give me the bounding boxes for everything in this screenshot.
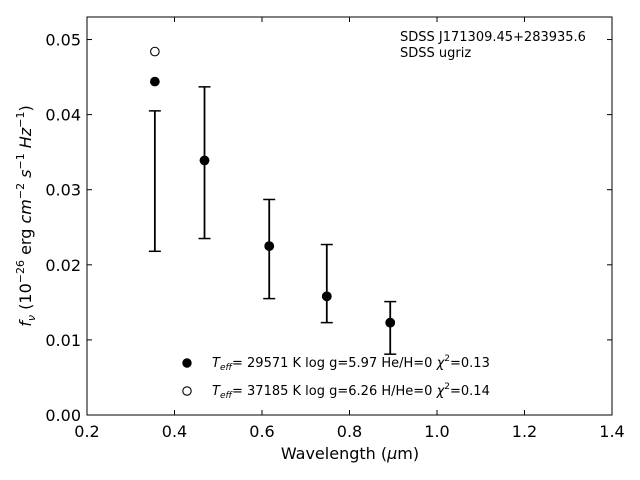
x-axis-label: Wavelength (μm) bbox=[281, 444, 419, 463]
y-label-f: f bbox=[16, 319, 35, 327]
legend-entry-1: Teff= 29571 K log g=5.97 He/H=0 χ2=0.13 bbox=[212, 354, 490, 373]
legend-marker-filled bbox=[182, 358, 192, 368]
legend-1-text: = 29571 K log g=5.97 He/H=0 bbox=[232, 356, 437, 371]
y-label-f-sub: ν bbox=[25, 315, 38, 321]
x-tick-label: 1.4 bbox=[599, 422, 624, 441]
legend-1-chi-val: =0.13 bbox=[450, 356, 490, 371]
legend-2-chi-val: =0.14 bbox=[450, 384, 490, 399]
y-label-hz: Hz bbox=[16, 127, 35, 153]
y-label-exp1: −26 bbox=[14, 260, 27, 283]
y-label-exp2: −2 bbox=[14, 183, 27, 199]
legend-1-teff: T bbox=[212, 356, 221, 371]
y-label-exp4: −1 bbox=[14, 112, 27, 128]
y-label-exp3: −1 bbox=[14, 153, 27, 169]
x-axis-label-mu: μ bbox=[386, 444, 397, 463]
model-point-open bbox=[150, 46, 160, 57]
x-tick-label: 0.8 bbox=[337, 422, 362, 441]
legend: Teff= 29571 K log g=5.97 He/H=0 χ2=0.13 … bbox=[182, 354, 490, 401]
y-label-s: s bbox=[16, 170, 35, 183]
x-tick-label: 1.2 bbox=[512, 422, 537, 441]
model-point-filled bbox=[385, 317, 396, 328]
y-label-erg: erg bbox=[16, 224, 35, 260]
y-label-unit-close: ) bbox=[16, 105, 35, 111]
y-tick-label: 0.03 bbox=[45, 181, 81, 200]
x-tick-label: 1.0 bbox=[424, 422, 449, 441]
model-point-filled bbox=[199, 155, 210, 166]
survey-annotation: SDSS ugriz bbox=[400, 46, 471, 61]
legend-2-chi: χ bbox=[436, 384, 446, 399]
y-tick-label: 0.01 bbox=[45, 331, 81, 350]
y-axis-label: fν (10−26 erg cm−2 s−1 Hz−1) bbox=[14, 105, 38, 326]
x-axis-label-prefix: Wavelength ( bbox=[281, 444, 387, 463]
y-tick-label: 0.05 bbox=[45, 31, 81, 50]
legend-1-chi-sup: 2 bbox=[444, 354, 450, 364]
legend-2-chi-sup: 2 bbox=[444, 382, 450, 392]
legend-entry-2: Teff= 37185 K log g=6.26 H/He=0 χ2=0.14 bbox=[212, 382, 490, 401]
legend-2-teff: T bbox=[212, 384, 221, 399]
legend-2-teff-sub: eff bbox=[220, 391, 234, 401]
error-bars bbox=[148, 86, 397, 355]
y-tick-label: 0.00 bbox=[45, 406, 81, 425]
axis-ticks: 0.2 0.4 0.6 0.8 1.0 1.2 1.4 0.00 0.01 0.02 0.03 0.0… bbox=[45, 17, 625, 441]
y-tick-label: 0.02 bbox=[45, 256, 81, 275]
legend-marker-open bbox=[182, 386, 192, 396]
legend-1-chi: χ bbox=[436, 356, 446, 371]
legend-2-text: = 37185 K log g=6.26 H/He=0 bbox=[232, 384, 437, 399]
model-point-filled bbox=[150, 76, 160, 87]
y-label-unit-open: (10 bbox=[16, 283, 35, 315]
x-tick-label: 0.2 bbox=[74, 422, 99, 441]
data-markers bbox=[150, 46, 396, 328]
object-name-annotation: SDSS J171309.45+283935.6 bbox=[400, 30, 586, 45]
model-point-filled bbox=[321, 291, 332, 302]
y-tick-label: 0.04 bbox=[45, 106, 81, 125]
y-label-cm: cm bbox=[16, 199, 35, 223]
x-tick-label: 0.6 bbox=[249, 422, 274, 441]
x-tick-label: 0.4 bbox=[162, 422, 187, 441]
model-point-filled bbox=[264, 241, 275, 251]
x-axis-label-suffix: m) bbox=[397, 444, 419, 463]
legend-1-teff-sub: eff bbox=[220, 363, 234, 373]
